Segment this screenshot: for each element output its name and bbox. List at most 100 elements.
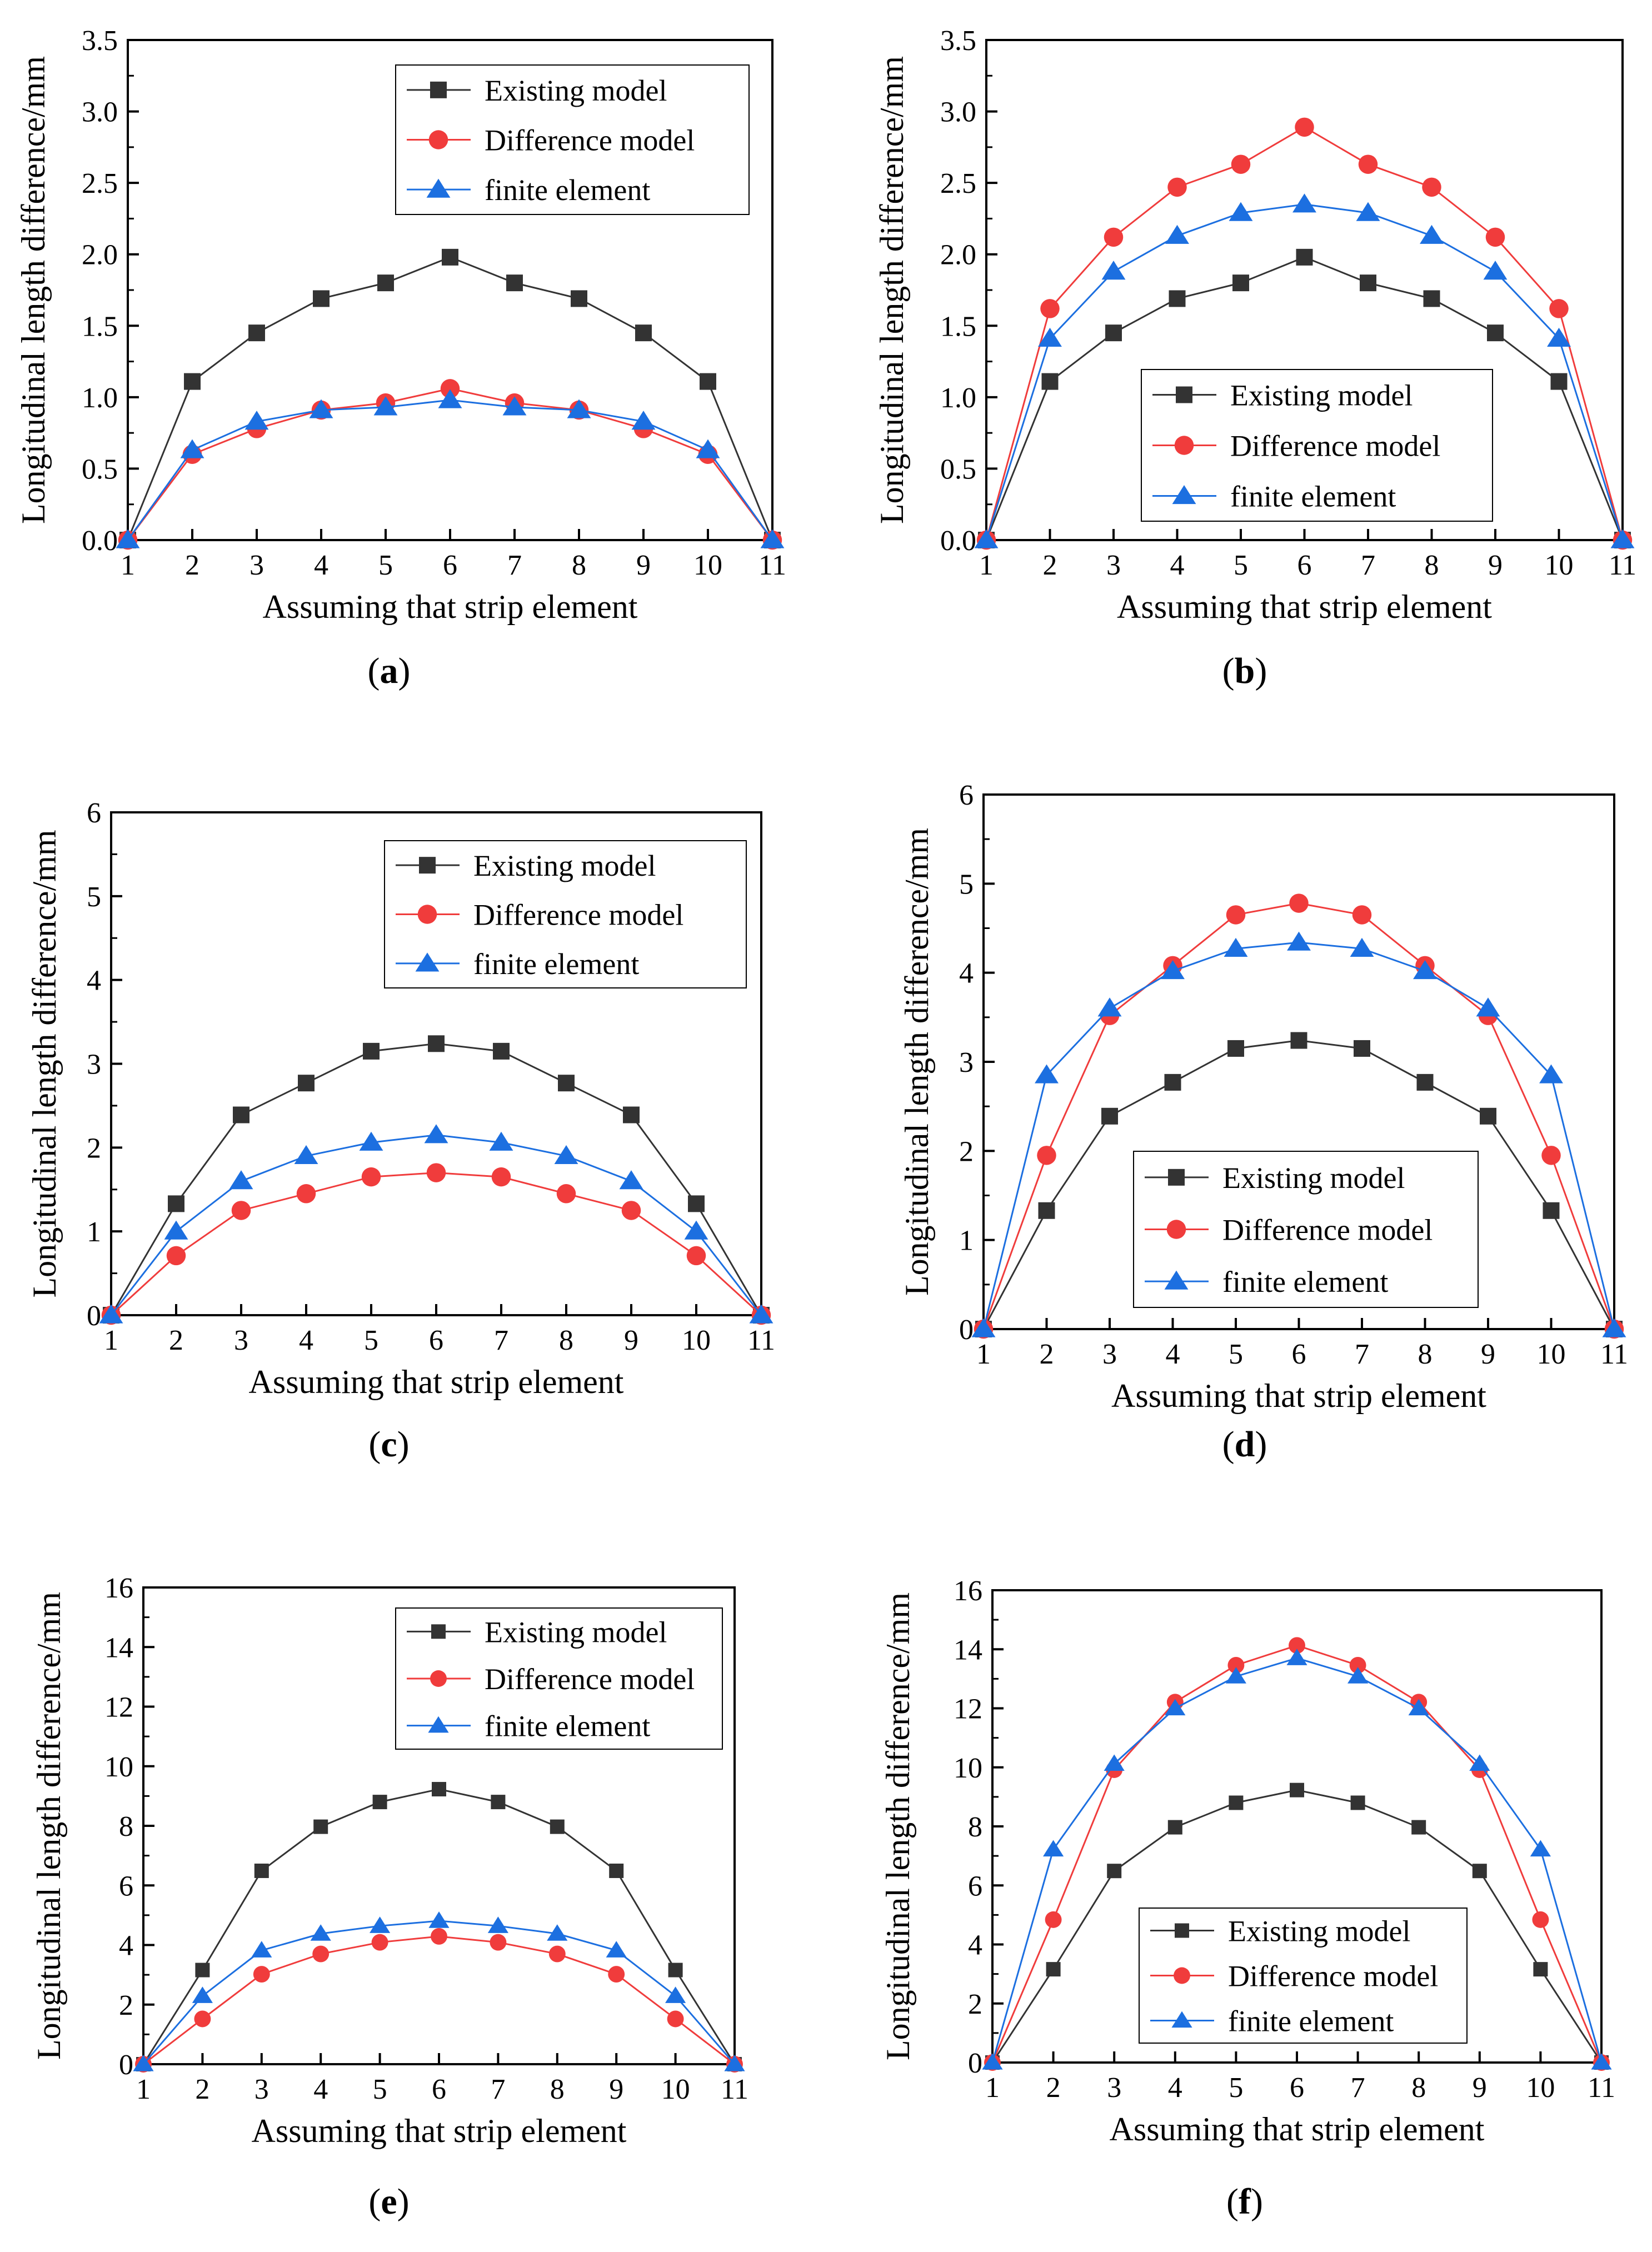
data-point-square <box>254 1863 269 1878</box>
data-point-square <box>184 373 201 390</box>
data-point-triangle <box>982 2053 1003 2070</box>
data-point-triangle <box>567 399 591 418</box>
data-point-square <box>1350 1795 1365 1810</box>
data-point-triangle <box>1602 1318 1626 1337</box>
data-point-circle <box>371 1934 388 1951</box>
x-tick-label: 9 <box>1473 2072 1487 2104</box>
legend-marker-circle <box>417 905 437 924</box>
y-axis-label: Longitudinal length difference/mm <box>31 1592 67 2060</box>
y-tick-label: 2 <box>87 1132 101 1164</box>
data-point-triangle <box>684 1220 708 1240</box>
panel-label-close: ) <box>397 2181 410 2222</box>
y-tick-label: 2 <box>119 1990 133 2021</box>
y-tick-label: 3.5 <box>82 25 118 57</box>
data-point-circle <box>296 1184 316 1204</box>
x-tick-label: 4 <box>299 1325 313 1356</box>
y-tick-label: 8 <box>119 1811 133 1842</box>
data-point-triangle <box>310 1924 331 1941</box>
x-tick-label: 4 <box>1166 1339 1180 1370</box>
x-tick-label: 8 <box>1425 550 1439 581</box>
panel-label: (e) <box>333 2181 445 2223</box>
data-point-square <box>1296 248 1313 266</box>
data-point-triangle <box>1292 193 1316 213</box>
legend-marker-circle <box>1166 1220 1186 1239</box>
x-tick-label: 2 <box>185 550 199 581</box>
y-axis-label: Longitudinal length difference/mm <box>15 56 52 524</box>
data-point-circle <box>1349 1656 1366 1674</box>
legend-entry: Difference model <box>485 124 695 157</box>
data-point-triangle <box>244 411 269 430</box>
data-point-triangle <box>974 529 999 548</box>
data-point-circle <box>608 1966 625 1983</box>
panel-label-letter: b <box>1234 651 1255 691</box>
data-point-square <box>1107 1864 1122 1879</box>
panel-label-open: ( <box>368 1424 381 1465</box>
panel-label: (c) <box>333 1424 445 1466</box>
y-tick-label: 0 <box>87 1300 101 1332</box>
panel-label-close: ) <box>1255 1424 1267 1465</box>
data-point-triangle <box>99 1304 123 1324</box>
panel-label-letter: c <box>381 1424 397 1465</box>
x-tick-label: 8 <box>572 550 586 581</box>
legend-entry: Difference model <box>1222 1214 1433 1247</box>
data-point-triangle <box>606 1941 627 1958</box>
data-point-square <box>668 1963 683 1978</box>
data-point-circle <box>1037 1146 1056 1165</box>
y-tick-label: 12 <box>104 1692 133 1724</box>
legend-entry: Existing model <box>485 1615 667 1649</box>
data-point-triangle <box>1165 224 1189 244</box>
data-point-square <box>1487 324 1504 342</box>
y-tick-label: 8 <box>968 1811 982 1843</box>
data-point-triangle <box>487 1916 508 1933</box>
data-point-square <box>1038 1202 1055 1219</box>
legend-entry: finite element <box>1222 1265 1388 1299</box>
data-point-triangle <box>424 1124 448 1144</box>
data-point-square <box>372 1795 387 1810</box>
data-point-triangle <box>309 399 333 418</box>
data-point-triangle <box>164 1220 188 1240</box>
data-point-square <box>248 324 265 342</box>
y-tick-label: 2.5 <box>940 168 976 199</box>
y-tick-label: 4 <box>968 1930 982 1961</box>
x-tick-label: 5 <box>364 1325 378 1356</box>
legend-marker-square <box>431 1624 446 1639</box>
x-tick-label: 4 <box>1168 2072 1182 2104</box>
y-axis-label: Longitudinal length difference/mm <box>899 828 935 1296</box>
y-tick-label: 3.5 <box>940 25 976 57</box>
x-tick-label: 11 <box>1588 2072 1615 2104</box>
y-tick-label: 1.5 <box>82 311 118 342</box>
panel-label-close: ) <box>397 1424 410 1465</box>
legend-marker-triangle <box>426 178 451 198</box>
y-tick-label: 10 <box>104 1751 133 1783</box>
data-point-circle <box>440 379 460 398</box>
legend-entry: finite element <box>485 1710 650 1743</box>
x-axis-label: Assuming that strip element <box>1111 1377 1486 1414</box>
y-tick-label: 10 <box>954 1752 982 1784</box>
x-tick-label: 9 <box>636 550 651 581</box>
y-tick-label: 5 <box>87 881 101 913</box>
y-tick-label: 0.5 <box>940 453 976 485</box>
data-point-square <box>1416 1073 1434 1091</box>
legend-marker-triangle <box>1172 485 1196 505</box>
x-tick-label: 10 <box>1545 550 1574 581</box>
data-point-square <box>1472 1864 1487 1879</box>
data-point-triangle <box>1224 937 1248 957</box>
x-tick-label: 3 <box>234 1325 248 1356</box>
x-tick-label: 1 <box>136 2074 151 2105</box>
data-point-triangle <box>1035 1064 1059 1083</box>
x-tick-label: 7 <box>491 2074 505 2105</box>
panel-label-close: ) <box>1250 2181 1263 2222</box>
x-tick-label: 1 <box>104 1325 118 1356</box>
x-axis-label: Assuming that strip element <box>1110 2111 1485 2148</box>
x-tick-label: 5 <box>1229 2072 1243 2104</box>
data-point-square <box>571 290 587 307</box>
data-point-square <box>1041 373 1059 390</box>
x-tick-label: 9 <box>624 1325 638 1356</box>
x-tick-label: 8 <box>1418 1339 1433 1370</box>
y-tick-label: 3 <box>959 1047 974 1078</box>
data-point-triangle <box>373 396 398 416</box>
data-point-triangle <box>1161 960 1185 980</box>
